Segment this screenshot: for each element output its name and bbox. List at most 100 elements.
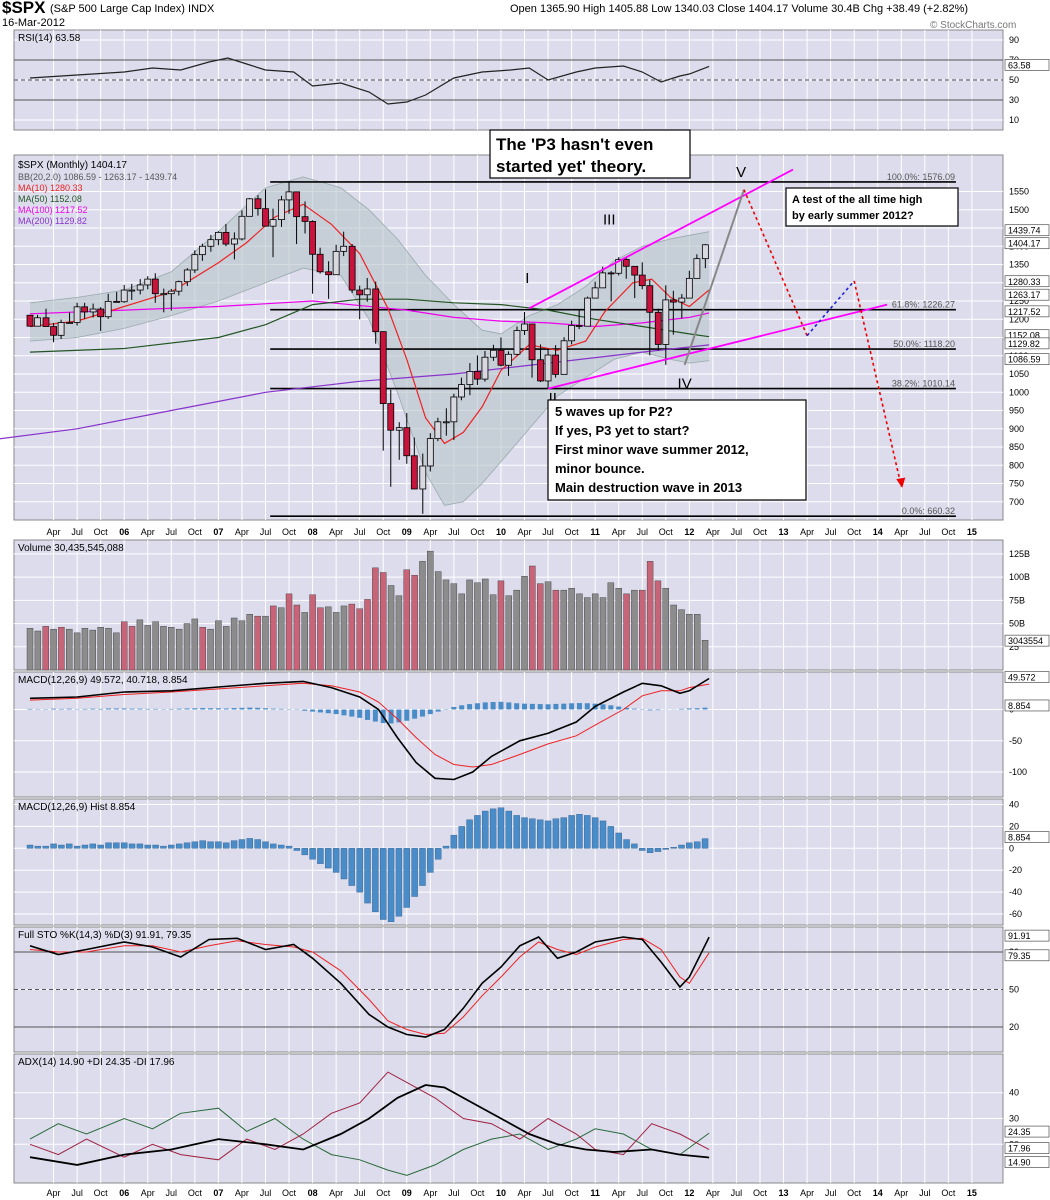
macd-hist-bar [356, 848, 363, 893]
red-down-arrow-2 [853, 280, 903, 487]
macd-hist-bar [50, 843, 57, 849]
macd-mini-hist-bar [553, 703, 559, 710]
price-x-tick: Apr [612, 527, 626, 537]
macd-hist-bar [686, 842, 693, 849]
macd-signal-line [29, 682, 710, 768]
wave-v-projection [683, 189, 745, 366]
macd-hist-bar [113, 842, 120, 849]
macd-hist-bar [301, 848, 308, 856]
macd-hist-bar [105, 842, 112, 849]
candle-body [262, 208, 269, 227]
rsi-panel-y-tick: 30 [1009, 95, 1019, 105]
bottom-x-tick: 07 [213, 1188, 223, 1198]
volume-bar [50, 628, 57, 671]
price-right-label-box [1004, 224, 1050, 237]
macd-panel-frame [13, 671, 1004, 798]
macd-mini-hist-bar [372, 709, 378, 722]
price-right-label-box [1004, 305, 1050, 318]
price-x-tick: 11 [590, 527, 600, 537]
fib-label: 100.0%: 1576.09 [887, 172, 955, 182]
macd-hist-bar [191, 841, 199, 849]
candle-body [66, 322, 73, 324]
symbol-title: $SPX [2, 0, 45, 18]
macd-hist-bar [128, 843, 136, 849]
macd-mini-hist-bar [467, 704, 473, 710]
volume-bar [458, 593, 465, 671]
volume-bar [42, 626, 49, 671]
price-legend-item: MA(200) 1129.82 [18, 216, 87, 226]
macd-hist-bar [175, 843, 183, 849]
volume-bar [537, 583, 544, 671]
volume-panel-y-tick: 125B [1009, 549, 1030, 559]
macd-mini-hist-bar [231, 708, 237, 710]
macd-hist-panel-y-tick: -60 [1009, 909, 1022, 919]
macd-mini-hist-bar [427, 709, 433, 715]
candle-body [513, 330, 521, 355]
macd-hist-bar [568, 815, 575, 849]
macd-hist-bar [544, 820, 552, 849]
stochastic-panel-y-tick: 20 [1009, 1022, 1019, 1032]
macd-hist-bar [434, 848, 442, 860]
candle-body [552, 354, 559, 375]
waves-annotation-line: minor bounce. [555, 461, 645, 476]
bottom-x-tick: Apr [518, 1188, 532, 1198]
volume-bar [332, 612, 340, 671]
volume-bar [646, 561, 654, 671]
macd-hist-bar [223, 842, 230, 849]
macd-mini-hist-bar [247, 707, 253, 710]
volume-bar [254, 615, 261, 671]
volume-bar [81, 628, 89, 671]
macd-mini-hist-bar [278, 708, 284, 710]
bottom-x-tick: 11 [590, 1188, 600, 1198]
adx-panel: 403020ADX(14) 14.90 +DI 24.35 -DI 17.962… [13, 1053, 1050, 1184]
price-legend-item: BB(20,2.0) 1086.59 - 1263.17 - 1439.74 [18, 172, 177, 182]
bottom-x-tick: Oct [470, 1188, 485, 1198]
title-annotation-frame [489, 129, 691, 179]
price-panel-y-tick: 950 [1009, 406, 1024, 416]
macd-mini-hist-bar [537, 704, 543, 710]
macd-hist-bar [97, 844, 104, 849]
volume-bar [701, 640, 709, 671]
stochastic-panel-y-tick: 50 [1009, 985, 1019, 995]
volume-bar [26, 628, 34, 671]
price-panel-y-tick: 1000 [1009, 387, 1029, 397]
volume-bar [623, 593, 630, 671]
adx-line [29, 1084, 710, 1166]
stochastic-title: Full STO %K(14,3) %D(3) 91.91, 79.35 [18, 930, 192, 941]
volume-bar [450, 583, 458, 671]
macd-mini-hist-bar [129, 708, 135, 710]
macd-hist-bar [591, 817, 599, 849]
rsi-last-label-box [1004, 59, 1050, 71]
price-legend-item: MA(50) 1152.08 [18, 194, 82, 204]
volume-bar [403, 569, 410, 671]
wave-label: II [549, 390, 557, 407]
macd-mini-hist-bar [482, 702, 488, 710]
volume-bar [513, 589, 520, 671]
macd-right-label: 8.854 [1008, 701, 1031, 711]
candle-body [560, 340, 568, 375]
macd-hist-panel-y-tick: 20 [1009, 821, 1019, 831]
candle-body [521, 323, 528, 331]
waves-annotation-line: First minor wave summer 2012, [555, 442, 749, 457]
rsi-panel-y-tick: 10 [1009, 115, 1019, 125]
price-right-label-box [1004, 275, 1050, 288]
sto-d-line [29, 937, 710, 1036]
macd-mini-hist-bar [576, 703, 582, 710]
price-right-label-box [1004, 337, 1050, 350]
macd-right-label: 49.572 [1008, 673, 1036, 683]
macd-hist-bar [332, 848, 340, 873]
fib-label: 0.0%: 660.32 [902, 506, 955, 516]
price-right-label-box [1004, 237, 1050, 250]
volume-bar [168, 627, 175, 671]
bottom-x-tick: Apr [329, 1188, 343, 1198]
macd-hist-bar [646, 848, 654, 853]
volume-bar [591, 593, 599, 671]
candle-body [285, 191, 293, 201]
candle-body [293, 191, 300, 218]
macd-mini-hist-bar [302, 709, 308, 711]
macd-mini-hist-bar [451, 707, 457, 710]
volume-bar [505, 595, 513, 671]
channel-upper-line [528, 168, 794, 310]
candle-body [183, 269, 191, 283]
